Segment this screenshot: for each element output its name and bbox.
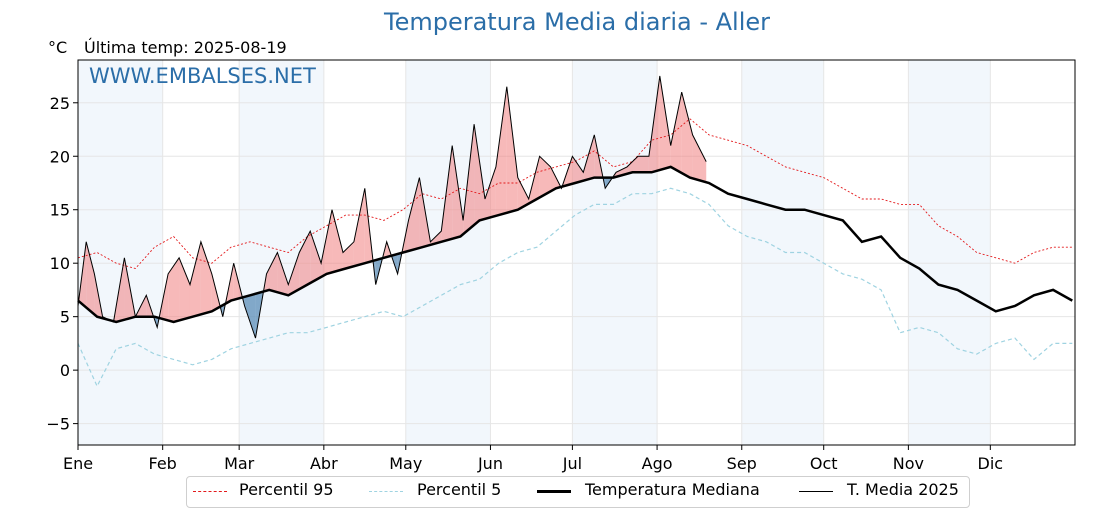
x-axis-ticks: Ene Feb Mar Abr May Jun Jul Ago Sep Oct Nov Dic (63, 445, 1003, 473)
fill-above-median (507, 87, 518, 213)
x-tick-label: Jun (477, 454, 503, 473)
fill-above-median (332, 210, 343, 273)
x-tick-label: Nov (893, 454, 924, 473)
fill-above-median (201, 242, 212, 315)
legend-label-median: Temperatura Mediana (585, 480, 760, 499)
x-tick-label: Oct (810, 454, 838, 473)
y-tick-label: −5 (46, 415, 70, 434)
x-tick-label: Jul (562, 454, 582, 473)
y-tick-label: 5 (60, 308, 70, 327)
legend-label-p5: Percentil 5 (417, 480, 501, 499)
x-tick-label: Dic (978, 454, 1004, 473)
fill-above-median (671, 92, 682, 173)
fill-above-median (638, 156, 649, 172)
y-tick-label: 25 (50, 94, 70, 113)
y-tick-label: 0 (60, 361, 70, 380)
y-tick-label: 20 (50, 147, 70, 166)
month-band (742, 60, 824, 445)
month-bands (78, 60, 990, 445)
fill-above-median (179, 258, 190, 321)
x-tick-label: Ago (642, 454, 673, 473)
legend-label-current: T. Media 2025 (847, 480, 959, 499)
y-tick-label: 15 (50, 201, 70, 220)
fill-above-median (354, 188, 365, 266)
y-tick-label: 10 (50, 254, 70, 273)
month-band (406, 60, 491, 445)
fill-above-median (682, 92, 693, 178)
legend-item-p95: Percentil 95 (193, 480, 353, 500)
legend-swatch-median (537, 490, 571, 493)
fill-above-median (343, 242, 354, 269)
x-tick-label: Abr (310, 454, 338, 473)
legend-swatch-current (799, 491, 833, 492)
legend-item-current: T. Media 2025 (799, 480, 967, 500)
legend-item-median: Temperatura Mediana (537, 480, 777, 500)
x-tick-label: Ene (63, 454, 93, 473)
legend-swatch-p95 (193, 491, 227, 492)
x-tick-label: Mar (224, 454, 255, 473)
x-tick-label: May (389, 454, 422, 473)
fill-above-median (168, 258, 179, 321)
month-band (908, 60, 990, 445)
watermark-text: WWW.EMBALSES.NET (89, 64, 316, 88)
legend-item-p5: Percentil 5 (369, 480, 519, 500)
x-tick-label: Sep (727, 454, 757, 473)
legend-swatch-p5 (369, 491, 403, 492)
legend: Percentil 95 Percentil 5 Temperatura Med… (186, 476, 970, 508)
month-band (78, 60, 163, 445)
legend-label-p95: Percentil 95 (239, 480, 334, 499)
y-axis-ticks: −5 0 5 10 15 20 25 (46, 94, 78, 434)
x-tick-label: Feb (149, 454, 177, 473)
month-band (572, 60, 657, 445)
fill-above-median (660, 76, 671, 170)
